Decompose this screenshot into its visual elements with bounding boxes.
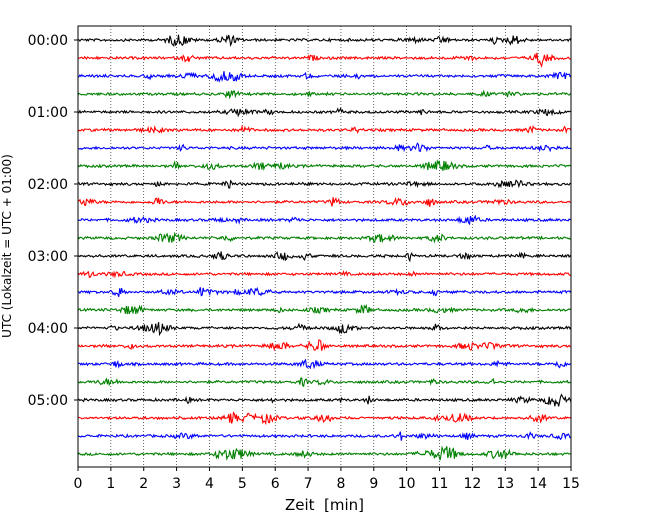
y-tick-label: 00:00 xyxy=(28,33,68,49)
trace-0345 xyxy=(77,303,572,315)
x-tick-label: 9 xyxy=(369,476,378,492)
x-tick-label: 13 xyxy=(496,476,514,492)
x-tick-label: 3 xyxy=(172,476,181,492)
trace-0315 xyxy=(77,270,572,279)
y-tick-label: 04:00 xyxy=(28,321,68,337)
trace-0145 xyxy=(77,159,572,171)
trace-0545 xyxy=(77,445,572,461)
x-tick-label: 11 xyxy=(431,476,449,492)
x-tick-label: 7 xyxy=(304,476,313,492)
x-tick-label: 4 xyxy=(205,476,214,492)
trace-0300 xyxy=(77,251,572,263)
plot-frame xyxy=(77,25,572,468)
trace-0030 xyxy=(77,71,572,83)
x-axis-label: Zeit [min] xyxy=(285,496,364,514)
trace-layer xyxy=(77,34,572,461)
x-tick-label: 2 xyxy=(139,476,148,492)
x-tick-label: 6 xyxy=(271,476,280,492)
y-tick-label: 01:00 xyxy=(28,105,68,121)
trace-0415 xyxy=(77,339,572,352)
y-axis-label: UTC (Lokalzeit = UTC + 01:00) xyxy=(0,154,14,338)
x-tick-label: 5 xyxy=(238,476,247,492)
trace-0115 xyxy=(77,124,572,135)
x-tick-label: 1 xyxy=(106,476,115,492)
trace-0515 xyxy=(77,411,572,426)
trace-0500 xyxy=(77,393,572,407)
trace-0215 xyxy=(77,196,572,207)
x-tick-label: 14 xyxy=(529,476,547,492)
y-tick-label: 03:00 xyxy=(28,249,68,265)
trace-0445 xyxy=(77,377,572,388)
x-tick-label: 10 xyxy=(398,476,416,492)
y-tick-label: 05:00 xyxy=(28,393,68,409)
trace-0530 xyxy=(77,431,572,441)
y-tick-label: 02:00 xyxy=(28,177,68,193)
x-tick-label: 0 xyxy=(74,476,83,492)
x-axis: 0 1 2 3 4 5 6 7 8 9 10 11 12 13 14 15 xyxy=(74,467,580,492)
trace-0015 xyxy=(77,52,572,69)
trace-0330 xyxy=(77,286,572,297)
trace-0230 xyxy=(77,214,572,226)
trace-0430 xyxy=(77,358,572,370)
trace-0200 xyxy=(77,179,572,189)
x-tick-label: 8 xyxy=(336,476,345,492)
trace-0130 xyxy=(77,142,572,153)
trace-0245 xyxy=(77,231,572,244)
x-tick-label: 12 xyxy=(463,476,481,492)
y-axis: 00:00 01:00 02:00 03:00 04:00 05:00 xyxy=(28,33,78,409)
trace-0000 xyxy=(77,34,572,48)
trace-0100 xyxy=(77,106,572,118)
x-tick-label: 15 xyxy=(562,476,580,492)
trace-0400 xyxy=(77,322,572,337)
trace-0045 xyxy=(77,89,572,100)
